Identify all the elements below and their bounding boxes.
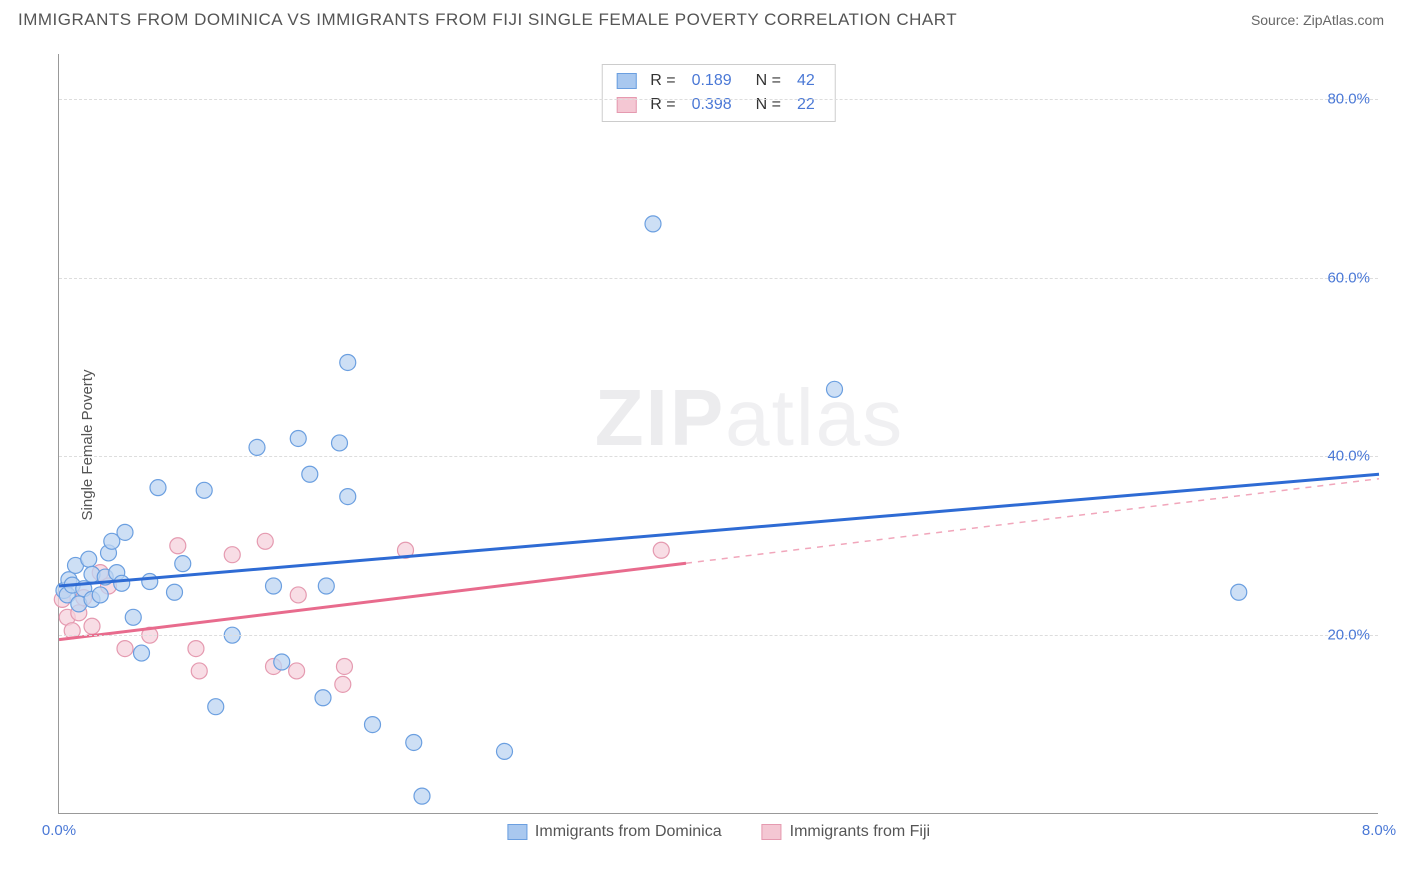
scatter-point <box>257 533 273 549</box>
source-value: ZipAtlas.com <box>1303 12 1384 28</box>
y-tick-label: 20.0% <box>1327 627 1370 644</box>
chart-source: Source: ZipAtlas.com <box>1251 12 1384 28</box>
scatter-point <box>224 547 240 563</box>
scatter-point <box>117 641 133 657</box>
legend-swatch-dominica <box>507 824 527 840</box>
legend-item: Immigrants from Dominica <box>507 823 722 841</box>
legend-swatch-dominica <box>616 73 636 89</box>
chart-header: IMMIGRANTS FROM DOMINICA VS IMMIGRANTS F… <box>0 0 1406 36</box>
scatter-point <box>134 645 150 661</box>
y-tick-label: 40.0% <box>1327 448 1370 465</box>
scatter-point <box>92 587 108 603</box>
scatter-point <box>645 216 661 232</box>
scatter-point <box>302 466 318 482</box>
legend-row: R = 0.398 N = 22 <box>616 93 821 117</box>
scatter-point <box>196 482 212 498</box>
chart-title: IMMIGRANTS FROM DOMINICA VS IMMIGRANTS F… <box>18 10 957 30</box>
scatter-point <box>289 663 305 679</box>
grid-line <box>59 99 1378 100</box>
scatter-point <box>249 439 265 455</box>
legend-swatch-fiji <box>762 824 782 840</box>
scatter-point <box>84 618 100 634</box>
scatter-point <box>125 609 141 625</box>
legend-item: Immigrants from Fiji <box>762 823 930 841</box>
series-legend: Immigrants from Dominica Immigrants from… <box>507 823 930 841</box>
grid-line <box>59 456 1378 457</box>
trend-line-extrapolated <box>686 479 1379 563</box>
scatter-point <box>208 699 224 715</box>
scatter-point <box>653 542 669 558</box>
scatter-point <box>290 587 306 603</box>
scatter-point <box>150 480 166 496</box>
scatter-point <box>336 658 352 674</box>
scatter-point <box>290 430 306 446</box>
source-label: Source: <box>1251 12 1299 28</box>
scatter-point <box>266 578 282 594</box>
x-tick-label: 0.0% <box>42 822 76 839</box>
scatter-point <box>81 551 97 567</box>
legend-label: Immigrants from Fiji <box>790 823 930 841</box>
scatter-svg <box>59 54 1378 813</box>
scatter-point <box>827 381 843 397</box>
scatter-point <box>318 578 334 594</box>
scatter-point <box>315 690 331 706</box>
scatter-point <box>274 654 290 670</box>
scatter-point <box>170 538 186 554</box>
x-tick-label: 8.0% <box>1362 822 1396 839</box>
grid-line <box>59 635 1378 636</box>
legend-label: Immigrants from Dominica <box>535 823 722 841</box>
legend-row: R = 0.189 N = 42 <box>616 69 821 93</box>
correlation-legend: R = 0.189 N = 42 R = 0.398 N = 22 <box>601 64 836 122</box>
scatter-point <box>167 584 183 600</box>
grid-line <box>59 278 1378 279</box>
scatter-point <box>340 489 356 505</box>
scatter-point <box>142 574 158 590</box>
scatter-point <box>406 734 422 750</box>
scatter-point <box>1231 584 1247 600</box>
trend-line <box>59 474 1379 586</box>
plot-region: ZIPatlas R = 0.189 N = 42 R = 0.398 N = … <box>58 54 1378 814</box>
scatter-point <box>340 354 356 370</box>
scatter-point <box>335 676 351 692</box>
scatter-point <box>191 663 207 679</box>
y-tick-label: 80.0% <box>1327 90 1370 107</box>
scatter-point <box>497 743 513 759</box>
scatter-point <box>188 641 204 657</box>
scatter-point <box>365 717 381 733</box>
scatter-point <box>414 788 430 804</box>
scatter-point <box>114 575 130 591</box>
chart-area: Single Female Poverty ZIPatlas R = 0.189… <box>18 42 1388 848</box>
scatter-point <box>332 435 348 451</box>
scatter-point <box>117 524 133 540</box>
scatter-point <box>175 556 191 572</box>
y-tick-label: 60.0% <box>1327 269 1370 286</box>
